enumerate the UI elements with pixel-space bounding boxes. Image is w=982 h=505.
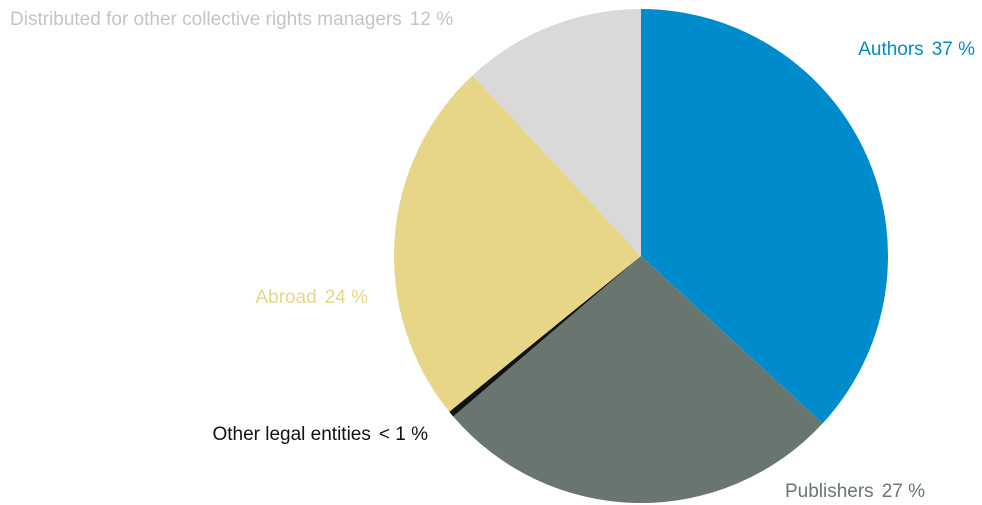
slice-label-value: 37 % (932, 39, 975, 60)
pie-slice (472, 9, 641, 256)
slice-label-name: Publishers (785, 481, 874, 502)
pie-slice (641, 9, 888, 424)
slice-label: Distributed for other collective rights … (10, 9, 453, 30)
slice-label: Authors 37 % (858, 39, 975, 60)
slice-label-value: < 1 % (379, 424, 428, 445)
slice-label-name: Abroad (255, 287, 316, 308)
pie-slice (393, 75, 641, 412)
slice-label-name: Authors (858, 39, 923, 60)
slice-label-value: 12 % (410, 9, 453, 30)
pie-slice (453, 256, 823, 504)
slice-label-name: Other legal entities (212, 424, 370, 445)
slice-label-name: Distributed for other collective rights … (10, 9, 402, 30)
slice-label: Other legal entities < 1 % (212, 424, 428, 445)
pie-slice (449, 256, 641, 417)
slice-label-value: 24 % (325, 287, 368, 308)
slice-label-value: 27 % (882, 481, 925, 502)
slice-label: Publishers 27 % (785, 481, 925, 502)
slice-label: Abroad 24 % (255, 287, 368, 308)
